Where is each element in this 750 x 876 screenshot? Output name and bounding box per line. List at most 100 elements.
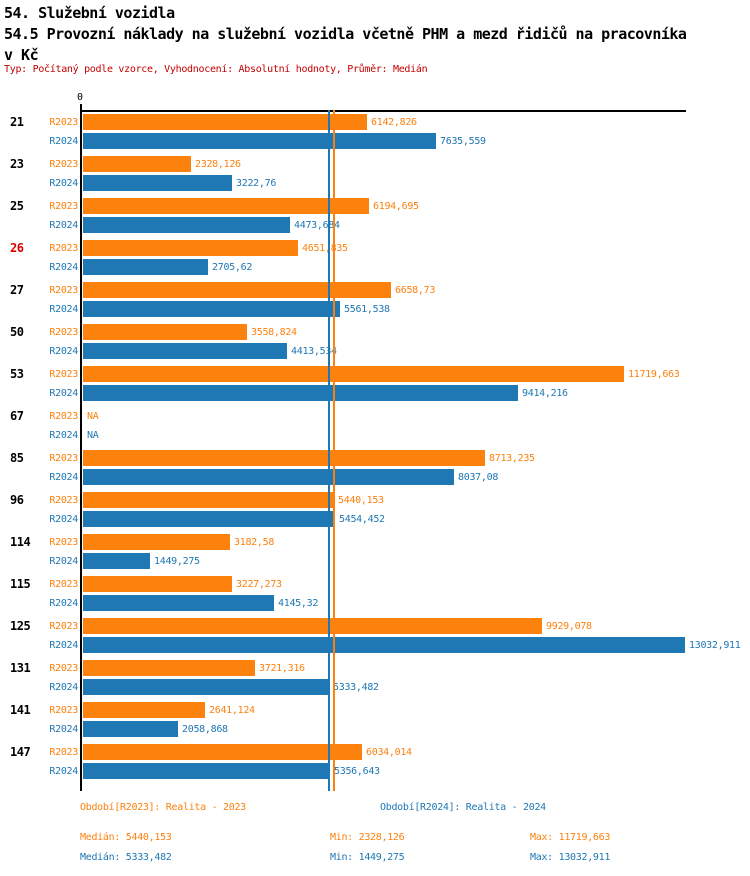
category-label: 67 bbox=[10, 409, 24, 423]
category-label: 85 bbox=[10, 451, 24, 465]
category-label: 25 bbox=[10, 199, 24, 213]
bar-value-label: 3558,824 bbox=[251, 327, 297, 338]
series-label-r2024: R2024 bbox=[49, 388, 78, 399]
bar-value-label: 2705,62 bbox=[212, 262, 253, 273]
bar-r2023 bbox=[83, 282, 391, 298]
series-label-r2023: R2023 bbox=[49, 411, 78, 422]
bar-r2023 bbox=[83, 744, 362, 760]
series-label-r2023: R2023 bbox=[49, 243, 78, 254]
report-meta-line: Typ: Počítaný podle vzorce, Vyhodnocení:… bbox=[4, 64, 428, 75]
bar-r2023 bbox=[83, 156, 191, 172]
bar-r2023 bbox=[83, 618, 542, 634]
bar-r2024 bbox=[83, 385, 518, 401]
axis-zero-label: 0 bbox=[77, 92, 84, 103]
category-label: 114 bbox=[10, 535, 31, 549]
series-label-r2023: R2023 bbox=[49, 369, 78, 380]
category-label: 23 bbox=[10, 157, 24, 171]
bar-value-label: 5440,153 bbox=[338, 495, 384, 506]
bar-r2024 bbox=[83, 679, 329, 695]
bar-r2023 bbox=[83, 492, 334, 508]
bar-r2023 bbox=[83, 576, 232, 592]
series-label-r2023: R2023 bbox=[49, 117, 78, 128]
series-label-r2024: R2024 bbox=[49, 346, 78, 357]
bar-value-label: 3222,76 bbox=[236, 178, 277, 189]
series-label-r2024: R2024 bbox=[49, 514, 78, 525]
bar-r2024 bbox=[83, 637, 685, 653]
bar-value-label: 9929,078 bbox=[546, 621, 592, 632]
bar-value-label: 2058,868 bbox=[182, 724, 228, 735]
series-label-r2024: R2024 bbox=[49, 766, 78, 777]
bar-value-label: 6194,695 bbox=[373, 201, 419, 212]
series-label-r2023: R2023 bbox=[49, 663, 78, 674]
bar-value-label: 8713,235 bbox=[489, 453, 535, 464]
series-label-r2023: R2023 bbox=[49, 327, 78, 338]
series-label-r2024: R2024 bbox=[49, 472, 78, 483]
bar-r2024 bbox=[83, 595, 274, 611]
category-label: 147 bbox=[10, 745, 31, 759]
category-label: 53 bbox=[10, 367, 24, 381]
series-label-r2023: R2023 bbox=[49, 285, 78, 296]
bar-value-label: 5454,452 bbox=[339, 514, 385, 525]
stat-median-r2023: Medián: 5440,153 bbox=[80, 832, 172, 843]
y-axis-line bbox=[80, 104, 82, 791]
stat-median-r2024: Medián: 5333,482 bbox=[80, 852, 172, 863]
series-label-r2024: R2024 bbox=[49, 556, 78, 567]
bar-r2024 bbox=[83, 553, 150, 569]
series-label-r2023: R2023 bbox=[49, 201, 78, 212]
series-label-r2024: R2024 bbox=[49, 304, 78, 315]
stat-max-r2024: Max: 13032,911 bbox=[530, 852, 611, 863]
bar-value-label: 2328,126 bbox=[195, 159, 241, 170]
series-label-r2024: R2024 bbox=[49, 220, 78, 231]
category-label: 115 bbox=[10, 577, 31, 591]
category-label: 125 bbox=[10, 619, 31, 633]
bar-value-label: 4145,32 bbox=[278, 598, 319, 609]
bar-value-label: 4651,835 bbox=[302, 243, 348, 254]
report-subtitle-unit: v Kč bbox=[4, 46, 39, 64]
median-r2023-line bbox=[333, 110, 335, 791]
bar-value-label: 2641,124 bbox=[209, 705, 255, 716]
report-title: 54. Služební vozidla bbox=[4, 4, 175, 22]
bar-r2023 bbox=[83, 534, 230, 550]
bar-value-na-label: NA bbox=[87, 430, 99, 441]
bar-r2023 bbox=[83, 198, 369, 214]
bar-r2023 bbox=[83, 450, 485, 466]
category-label: 21 bbox=[10, 115, 24, 129]
bar-r2024 bbox=[83, 721, 178, 737]
series-label-r2024: R2024 bbox=[49, 682, 78, 693]
bar-value-label: 5333,482 bbox=[333, 682, 379, 693]
bar-r2024 bbox=[83, 217, 290, 233]
bar-r2023 bbox=[83, 114, 367, 130]
legend-r2024: Období[R2024]: Realita - 2024 bbox=[380, 802, 546, 813]
bar-value-label: 3721,316 bbox=[259, 663, 305, 674]
x-axis-line bbox=[80, 110, 686, 112]
bar-value-label: 8037,08 bbox=[458, 472, 499, 483]
bar-value-label: 3227,273 bbox=[236, 579, 282, 590]
series-label-r2024: R2024 bbox=[49, 178, 78, 189]
bar-value-label: 5356,643 bbox=[334, 766, 380, 777]
bar-r2023 bbox=[83, 660, 255, 676]
series-label-r2023: R2023 bbox=[49, 705, 78, 716]
stat-min-r2023: Min: 2328,126 bbox=[330, 832, 405, 843]
bar-value-label: 1449,275 bbox=[154, 556, 200, 567]
bar-value-label: 4413,534 bbox=[291, 346, 337, 357]
bar-value-label: 6658,73 bbox=[395, 285, 436, 296]
bar-r2023 bbox=[83, 324, 247, 340]
category-label: 141 bbox=[10, 703, 31, 717]
category-label: 27 bbox=[10, 283, 24, 297]
bar-value-label: 13032,911 bbox=[689, 640, 741, 651]
median-r2024-line bbox=[328, 110, 330, 791]
bar-r2023 bbox=[83, 240, 298, 256]
series-label-r2023: R2023 bbox=[49, 453, 78, 464]
bar-value-label: 5561,538 bbox=[344, 304, 390, 315]
series-label-r2024: R2024 bbox=[49, 430, 78, 441]
category-label: 131 bbox=[10, 661, 31, 675]
bar-r2024 bbox=[83, 133, 436, 149]
series-label-r2023: R2023 bbox=[49, 495, 78, 506]
category-label: 50 bbox=[10, 325, 24, 339]
bar-value-label: 7635,559 bbox=[440, 136, 486, 147]
bar-r2024 bbox=[83, 343, 287, 359]
series-label-r2023: R2023 bbox=[49, 621, 78, 632]
bar-value-label: 11719,663 bbox=[628, 369, 680, 380]
series-label-r2023: R2023 bbox=[49, 159, 78, 170]
